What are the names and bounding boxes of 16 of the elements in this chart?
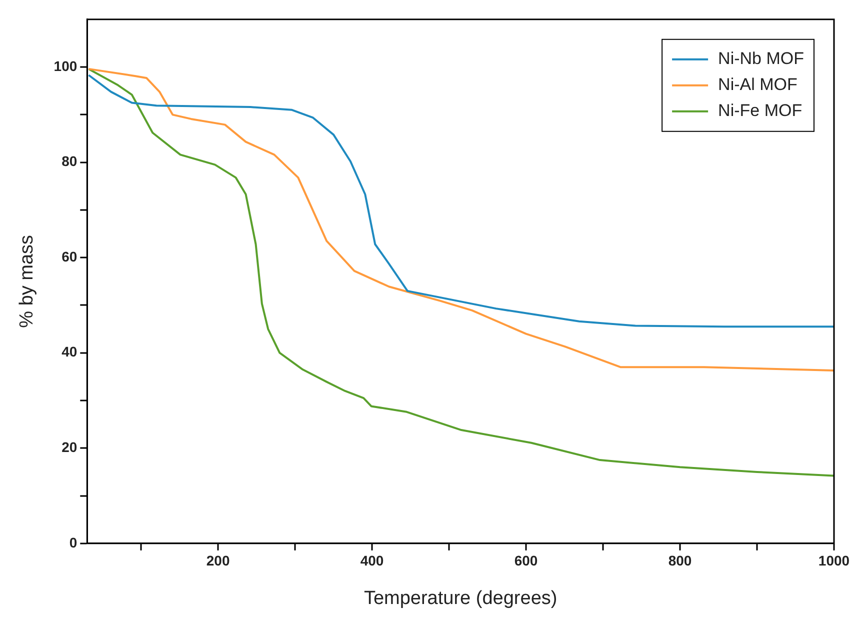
x-tick-label: 400 [360,552,384,569]
legend-label: Ni-Fe MOF [718,101,802,120]
x-tick-label: 800 [668,552,692,569]
y-tick-label: 80 [62,153,78,170]
legend-label: Ni-Al MOF [718,75,798,94]
y-tick-label: 0 [69,534,78,550]
legend-label: Ni-Nb MOF [718,49,804,68]
y-tick-label: 20 [62,438,78,455]
y-axis-title: % by mass [16,234,38,328]
y-tick-label: 40 [62,344,78,360]
x-tick-label: 600 [514,552,538,569]
y-tick-label: 60 [62,248,78,264]
x-axis-title: Temperature (degrees) [364,588,558,609]
x-tick-label: 200 [206,552,230,569]
x-tick-label: 1000 [818,552,850,569]
y-tick-label: 100 [54,58,78,74]
